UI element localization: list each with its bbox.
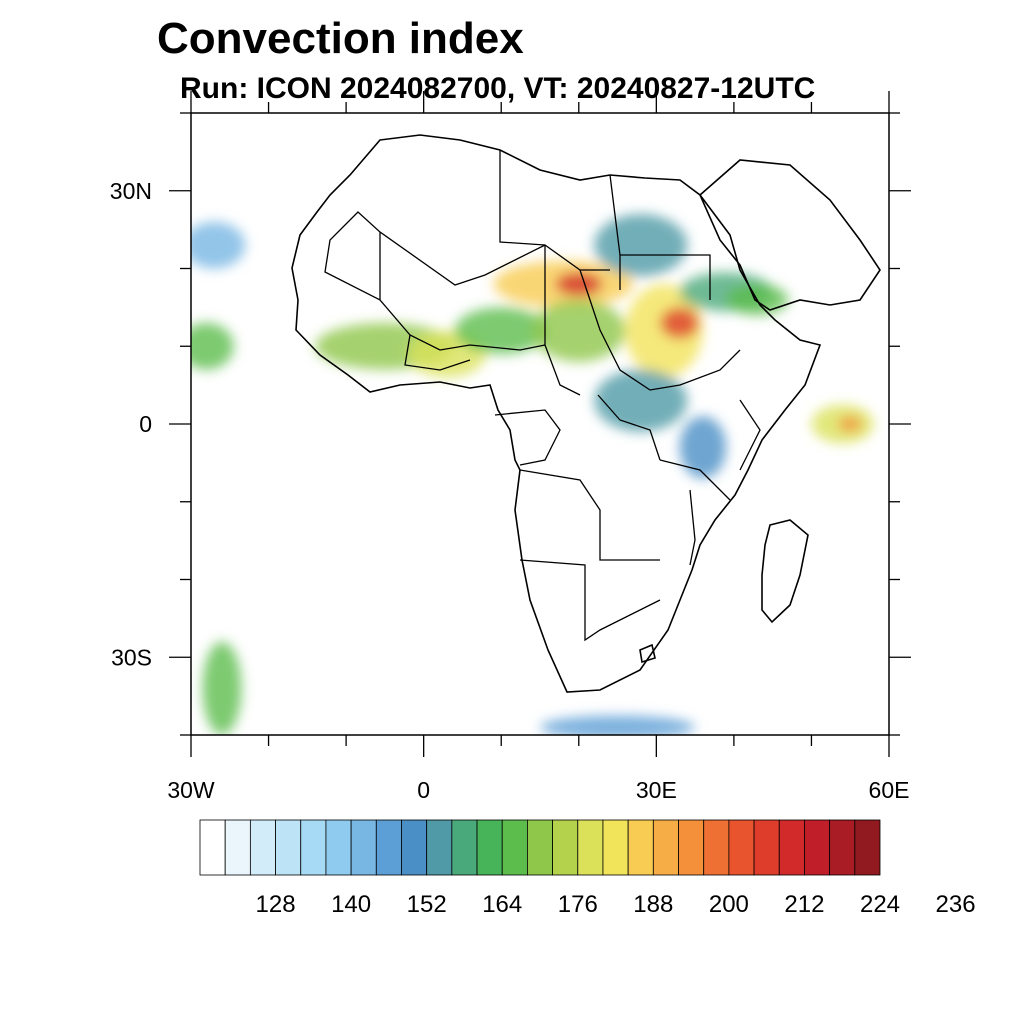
lon-tick-label: 0 — [417, 777, 430, 803]
plot-frame — [190, 112, 890, 736]
colorbar-swatch — [728, 819, 755, 876]
colorbar-label: 224 — [860, 891, 900, 918]
colorbar-swatch — [527, 819, 553, 876]
colorbar-label: 176 — [558, 891, 598, 918]
colorbar-swatch — [476, 819, 503, 876]
map-subtitle: Run: ICON 2024082700, VT: 20240827-12UTC — [180, 72, 816, 105]
coastlines — [291, 134, 881, 693]
lat-tick-label: 30S — [111, 644, 152, 670]
map-axes: 30W 0 30E 60E 30N 0 30S — [110, 91, 911, 803]
map-title: Convection index — [157, 14, 524, 63]
convection-cell-4 — [454, 307, 548, 355]
colorbar-label: 212 — [784, 891, 824, 918]
colorbar: 128 140 152 164 176 188 200 212 224 236 — [199, 819, 976, 918]
convection-field — [191, 214, 874, 735]
colorbar-swatch — [224, 819, 251, 876]
colorbar-swatch — [804, 819, 831, 876]
colorbar-swatch — [375, 819, 402, 876]
colorbar-swatch — [300, 819, 327, 876]
colorbar-label: 140 — [331, 891, 371, 918]
convection-cell-7 — [532, 299, 626, 362]
convection-cell-14 — [679, 416, 727, 479]
colorbar-swatch — [451, 819, 478, 876]
convection-cell-13 — [594, 369, 688, 432]
colorbar-swatch — [199, 819, 226, 876]
lat-tick-label: 0 — [139, 411, 152, 437]
colorbar-swatch — [426, 819, 453, 876]
colorbar-label: 152 — [407, 891, 447, 918]
lon-tick-label: 60E — [869, 777, 910, 803]
colorbar-swatch — [401, 819, 428, 876]
colorbar-swatch — [829, 819, 856, 876]
colorbar-swatch — [577, 819, 604, 876]
colorbar-swatch — [627, 819, 654, 876]
colorbar-label: 188 — [633, 891, 673, 918]
convection-cell-16 — [838, 416, 862, 432]
colorbar-swatch — [350, 819, 377, 876]
lon-tick-label: 30E — [636, 777, 677, 803]
colorbar-swatch — [703, 819, 730, 876]
convection-cell-10 — [594, 214, 688, 277]
colorbar-label: 200 — [709, 891, 749, 918]
convection-cell-0 — [191, 322, 234, 370]
colorbar-swatch — [652, 819, 679, 876]
colorbar-swatch — [753, 819, 780, 876]
colorbar-label: 236 — [936, 891, 976, 918]
convection-cell-9 — [660, 307, 699, 339]
colorbar-swatch — [552, 819, 579, 876]
colorbar-swatch — [325, 819, 352, 876]
colorbar-swatch — [602, 819, 629, 876]
colorbar-label: 164 — [482, 891, 522, 918]
colorbar-swatch — [778, 819, 805, 876]
lat-tick-label: 30N — [110, 178, 152, 204]
colorbar-swatch — [249, 819, 276, 876]
convection-cell-1 — [191, 221, 246, 269]
country-borders — [324, 150, 761, 642]
convection-cell-17 — [202, 641, 242, 735]
colorbar-swatch — [275, 819, 302, 876]
colorbar-swatch — [501, 819, 528, 876]
colorbar-swatch — [854, 819, 881, 876]
colorbar-swatch — [678, 819, 705, 876]
colorbar-label: 128 — [256, 891, 296, 918]
lon-tick-label: 30W — [167, 777, 215, 803]
convection-cell-6 — [555, 272, 603, 296]
convection-cell-18 — [540, 715, 696, 735]
